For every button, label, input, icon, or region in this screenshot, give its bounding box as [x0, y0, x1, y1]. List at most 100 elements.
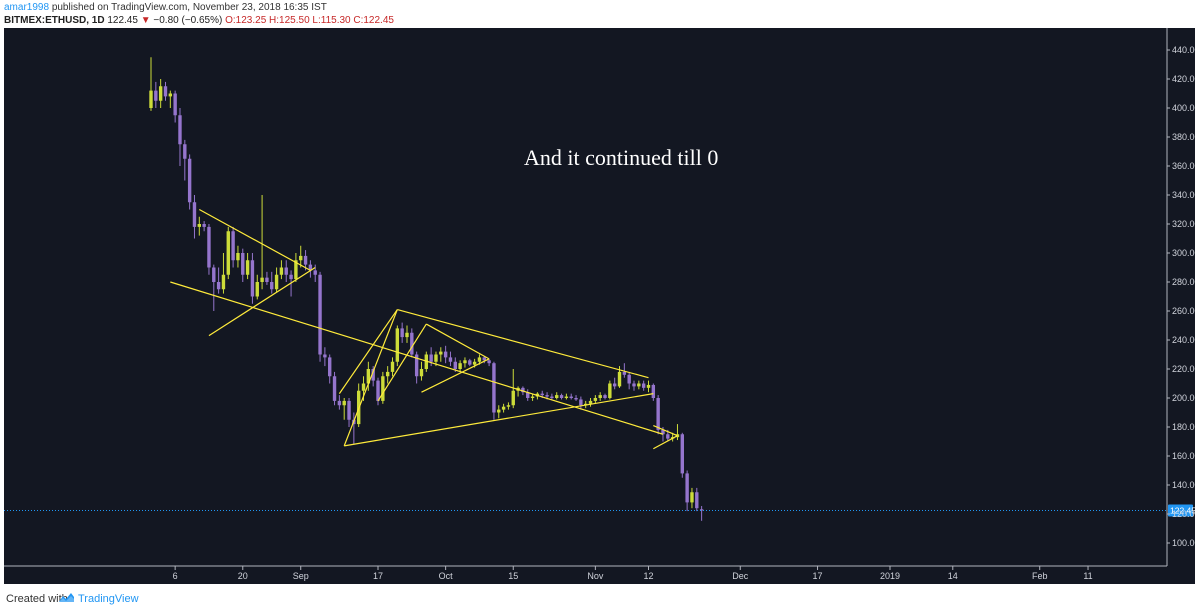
y-tick-label: 100.00 [1172, 538, 1195, 548]
y-tick-label: 140.00 [1172, 480, 1195, 490]
candle-body [627, 374, 631, 384]
trendline[interactable] [338, 309, 398, 394]
candle-body [434, 354, 438, 362]
candle-body [439, 351, 443, 355]
candle [439, 347, 443, 362]
candle [482, 355, 486, 364]
candle-body [501, 406, 506, 410]
candle [564, 393, 569, 400]
candle-body [419, 369, 424, 377]
candle-body [241, 253, 245, 275]
candle-body [617, 371, 622, 387]
candle [612, 377, 617, 390]
last-price: 122.45 [107, 15, 138, 26]
trendline[interactable] [377, 323, 427, 402]
candle-body [212, 267, 216, 282]
candle [371, 366, 375, 387]
candle-body [371, 369, 375, 381]
candle-body [545, 395, 549, 397]
published-text: published on TradingView.com, November 2… [51, 2, 327, 13]
y-tick-label: 260.00 [1172, 306, 1195, 316]
candle-body [255, 282, 259, 297]
candle [632, 380, 636, 391]
candle-body [226, 231, 230, 275]
trendline[interactable] [421, 358, 490, 393]
candle-body [458, 363, 462, 369]
candle-body [453, 361, 457, 369]
trendline[interactable] [653, 435, 678, 450]
candle [559, 393, 564, 400]
candle [241, 248, 245, 282]
candle [328, 354, 332, 384]
candle [424, 351, 429, 372]
y-tick-label: 240.00 [1172, 335, 1195, 345]
trendline[interactable] [208, 266, 316, 337]
trendline[interactable] [343, 309, 398, 447]
x-tick-label: 17 [813, 571, 823, 581]
candle-body [260, 277, 264, 282]
tradingview-link[interactable]: TradingView [78, 593, 139, 605]
candle-body [376, 380, 380, 401]
candle-body [690, 492, 694, 503]
chart-area[interactable]: 122.45 440.00 420.00 400.00 380.00 360.00 340… [4, 28, 1195, 584]
trendline[interactable] [199, 208, 311, 271]
candle [385, 366, 390, 384]
candle-body [646, 384, 651, 388]
candle-body [598, 395, 602, 398]
x-tick-label: Nov [587, 571, 604, 581]
candle-body [588, 400, 593, 404]
y-tick-label: 360.00 [1172, 161, 1195, 171]
y-tick-label: 320.00 [1172, 219, 1195, 229]
candle [163, 81, 168, 101]
candle [381, 371, 385, 404]
candle-body [337, 400, 342, 406]
candle [265, 271, 269, 285]
candle-body [236, 253, 240, 261]
y-tick-label: 180.00 [1172, 422, 1195, 432]
candle-body [192, 202, 197, 227]
candle-body [429, 354, 433, 362]
candle [236, 245, 240, 268]
candle-body [149, 90, 153, 108]
trendline[interactable] [397, 308, 649, 379]
x-tick-label: Oct [439, 571, 454, 581]
candle-body [250, 260, 255, 297]
candlestick-chart[interactable]: 122.45 440.00 420.00 400.00 380.00 360.00 340… [4, 28, 1195, 584]
candle [347, 398, 351, 427]
candle [443, 345, 448, 364]
candle [390, 357, 395, 377]
x-tick-label: 20 [238, 571, 248, 581]
tradingview-logo-icon [59, 593, 74, 602]
candle-body [183, 144, 187, 159]
candle-body [342, 400, 346, 406]
trendline[interactable] [653, 424, 678, 437]
candle [183, 139, 187, 181]
trendline[interactable] [344, 393, 654, 447]
candle [414, 351, 419, 384]
candle-body [299, 255, 303, 261]
candle [550, 393, 554, 400]
candle-body [448, 357, 453, 362]
candle [270, 271, 274, 294]
candle [173, 90, 177, 123]
candle [207, 224, 211, 275]
candle [192, 195, 197, 239]
candle [376, 377, 380, 406]
trendline[interactable] [426, 323, 490, 360]
candle [260, 195, 264, 290]
candle [279, 260, 284, 280]
trendline[interactable] [170, 281, 664, 435]
candle-body [158, 86, 163, 101]
candle [405, 325, 409, 343]
candle-body [385, 371, 390, 377]
publish-info: amar1998 published on TradingView.com, N… [4, 2, 327, 13]
author-link[interactable]: amar1998 [4, 2, 50, 13]
candle-body [482, 357, 486, 361]
candle-body [270, 282, 274, 290]
y-tick-label: 280.00 [1172, 277, 1195, 287]
candle [395, 325, 400, 367]
candle [303, 250, 308, 271]
chart-annotation: And it continued till 0 [524, 145, 718, 170]
candle-body [163, 86, 168, 97]
candle-body [308, 264, 313, 271]
